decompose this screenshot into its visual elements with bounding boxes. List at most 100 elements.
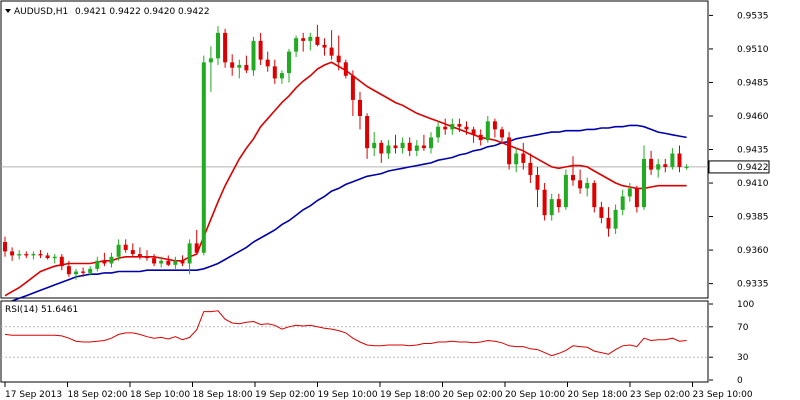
price-tick-label: 0.9385 bbox=[737, 213, 769, 223]
candle bbox=[130, 243, 135, 257]
price-tick-label: 0.9335 bbox=[737, 280, 769, 290]
price-tick-label: 0.9535 bbox=[737, 11, 769, 21]
candle bbox=[95, 256, 100, 272]
candle bbox=[684, 164, 689, 170]
candle-body bbox=[457, 124, 462, 127]
candle bbox=[301, 32, 306, 52]
candle bbox=[571, 156, 575, 186]
candle-body bbox=[294, 38, 299, 52]
candle-body bbox=[649, 158, 654, 170]
candle-body bbox=[66, 266, 71, 275]
rsi-axis: 100 70 30 0 bbox=[709, 300, 754, 386]
time-tick-label: 19 Sep 10:00 bbox=[318, 390, 378, 400]
candle-body bbox=[620, 196, 625, 210]
candle-body bbox=[216, 32, 220, 59]
time-tick-label: 18 Sep 10:00 bbox=[130, 390, 190, 400]
candle bbox=[237, 59, 242, 79]
candle-body bbox=[436, 126, 441, 138]
ohlc-label: 0.9421 0.9422 0.9420 0.9422 bbox=[75, 7, 210, 17]
candle-body bbox=[514, 153, 519, 165]
candle-body bbox=[528, 162, 533, 175]
candle-body bbox=[279, 73, 284, 79]
candle bbox=[230, 54, 235, 76]
candle-body bbox=[180, 260, 185, 264]
candle bbox=[88, 266, 93, 276]
candle-body bbox=[478, 134, 483, 141]
candle bbox=[556, 193, 561, 213]
candle-body bbox=[414, 145, 419, 151]
candle bbox=[578, 169, 583, 194]
time-tick-label: 18 Sep 18:00 bbox=[193, 390, 253, 400]
candle bbox=[258, 32, 263, 66]
candle-body bbox=[549, 199, 554, 216]
candle bbox=[38, 250, 43, 259]
rsi-line bbox=[4, 310, 687, 357]
candle bbox=[549, 193, 554, 221]
candle-body bbox=[265, 59, 270, 67]
candle-body bbox=[3, 242, 7, 252]
candle-body bbox=[17, 254, 22, 256]
candle bbox=[407, 137, 412, 157]
candle bbox=[613, 204, 618, 234]
rsi-tick-label: 100 bbox=[737, 300, 754, 310]
candle-body bbox=[379, 142, 384, 154]
candle-body bbox=[52, 256, 57, 259]
candle bbox=[436, 121, 441, 143]
candle bbox=[45, 252, 50, 260]
candle-body bbox=[684, 166, 689, 168]
candle bbox=[24, 251, 29, 259]
candle bbox=[116, 239, 121, 261]
candle bbox=[542, 183, 547, 221]
candle bbox=[599, 201, 604, 224]
candle bbox=[244, 55, 249, 74]
candle-body bbox=[677, 153, 682, 167]
candle bbox=[336, 35, 341, 71]
triangle-down-icon[interactable] bbox=[5, 9, 11, 13]
candle-body bbox=[634, 188, 639, 208]
time-tick-label: 20 Sep 10:00 bbox=[505, 390, 565, 400]
candle-body bbox=[251, 40, 256, 71]
candle bbox=[386, 140, 391, 159]
ma-slow-line bbox=[4, 124, 687, 305]
ma-slow-series bbox=[4, 124, 687, 305]
candle-body bbox=[272, 66, 277, 79]
candle bbox=[74, 268, 78, 280]
candle bbox=[173, 256, 178, 269]
candle bbox=[620, 189, 625, 216]
candle-body bbox=[578, 180, 583, 189]
candle bbox=[443, 118, 448, 135]
candle-body bbox=[102, 260, 107, 264]
candle bbox=[265, 51, 270, 72]
candle-body bbox=[471, 129, 476, 135]
candle bbox=[251, 36, 256, 76]
time-tick-label: 18 Sep 02:00 bbox=[68, 390, 128, 400]
rsi-panel bbox=[0, 300, 709, 383]
time-tick-label: 19 Sep 18:00 bbox=[380, 390, 440, 400]
rsi-tick-label: 30 bbox=[737, 353, 749, 363]
current-price-label: 0.9422 bbox=[708, 160, 770, 174]
candle bbox=[585, 177, 590, 197]
candle-body bbox=[343, 62, 348, 76]
candle-body bbox=[159, 260, 164, 264]
candle-body bbox=[556, 199, 561, 208]
time-tick-label: 23 Sep 10:00 bbox=[693, 390, 753, 400]
candle bbox=[10, 247, 15, 261]
candle-body bbox=[492, 121, 497, 130]
candle bbox=[358, 91, 362, 130]
candle bbox=[201, 55, 206, 256]
candle-body bbox=[350, 75, 355, 100]
candle-body bbox=[535, 174, 540, 190]
candle bbox=[642, 145, 646, 210]
time-tick-label: 17 Sep 2013 bbox=[5, 390, 62, 400]
candle-body bbox=[358, 99, 362, 116]
candle-body bbox=[88, 268, 93, 273]
candle-body bbox=[407, 142, 412, 151]
candle-body bbox=[301, 38, 306, 41]
candle-body bbox=[81, 271, 86, 273]
candle bbox=[528, 153, 533, 184]
candles bbox=[3, 24, 689, 280]
candle bbox=[223, 28, 228, 68]
candle-body bbox=[542, 189, 547, 216]
candle bbox=[372, 132, 377, 157]
current-price-box bbox=[708, 160, 770, 174]
